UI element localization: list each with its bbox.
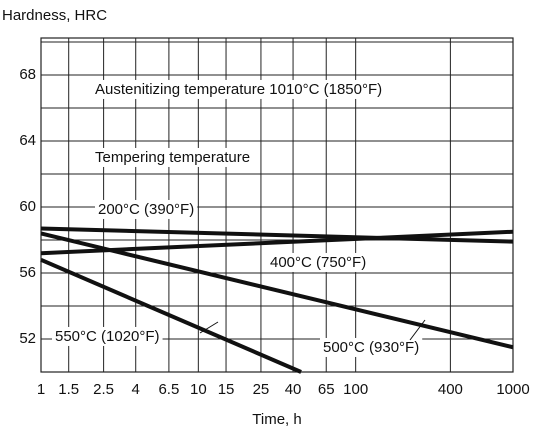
y-tick-label: 68 bbox=[19, 66, 36, 83]
series-line bbox=[40, 257, 302, 374]
label-background bbox=[320, 337, 423, 357]
x-tick-label: 1 bbox=[37, 381, 45, 398]
series-label: 550°C (1020°F) bbox=[55, 328, 160, 345]
x-tick-label: 65 bbox=[318, 381, 335, 398]
series-label: 400°C (750°F) bbox=[270, 254, 366, 271]
x-tick-label: 1.5 bbox=[58, 381, 79, 398]
y-tick-label: 60 bbox=[19, 198, 36, 215]
series-line bbox=[40, 229, 514, 256]
x-tick-label: 2.5 bbox=[93, 381, 114, 398]
y-tick-label: 52 bbox=[19, 330, 36, 347]
x-axis-title: Time, h bbox=[252, 411, 301, 428]
series-line bbox=[40, 226, 514, 244]
x-tick-label: 100 bbox=[343, 381, 368, 398]
x-tick-label: 1000 bbox=[496, 381, 529, 398]
x-tick-label: 40 bbox=[285, 381, 302, 398]
label-background bbox=[95, 199, 198, 219]
label-background bbox=[267, 252, 370, 272]
y-axis-title: Hardness, HRC bbox=[2, 7, 107, 24]
series-label: 200°C (390°F) bbox=[98, 201, 194, 218]
x-tick-label: 6.5 bbox=[158, 381, 179, 398]
annotation: Austenitizing temperature 1010°C (1850°F… bbox=[95, 81, 382, 98]
y-tick-label: 56 bbox=[19, 264, 36, 281]
leader-line bbox=[409, 319, 426, 341]
label-background bbox=[92, 147, 254, 167]
label-background bbox=[52, 326, 163, 346]
series-line bbox=[40, 231, 514, 350]
x-tick-label: 15 bbox=[218, 381, 235, 398]
annotation: Tempering temperature bbox=[95, 149, 250, 166]
leader-line bbox=[199, 321, 219, 334]
series-label: 500°C (930°F) bbox=[323, 339, 419, 356]
x-tick-label: 4 bbox=[132, 381, 140, 398]
y-tick-label: 64 bbox=[19, 132, 36, 149]
label-background bbox=[92, 79, 386, 99]
x-tick-label: 10 bbox=[190, 381, 207, 398]
plot-frame bbox=[40, 37, 514, 373]
x-tick-label: 25 bbox=[253, 381, 270, 398]
x-tick-label: 400 bbox=[438, 381, 463, 398]
